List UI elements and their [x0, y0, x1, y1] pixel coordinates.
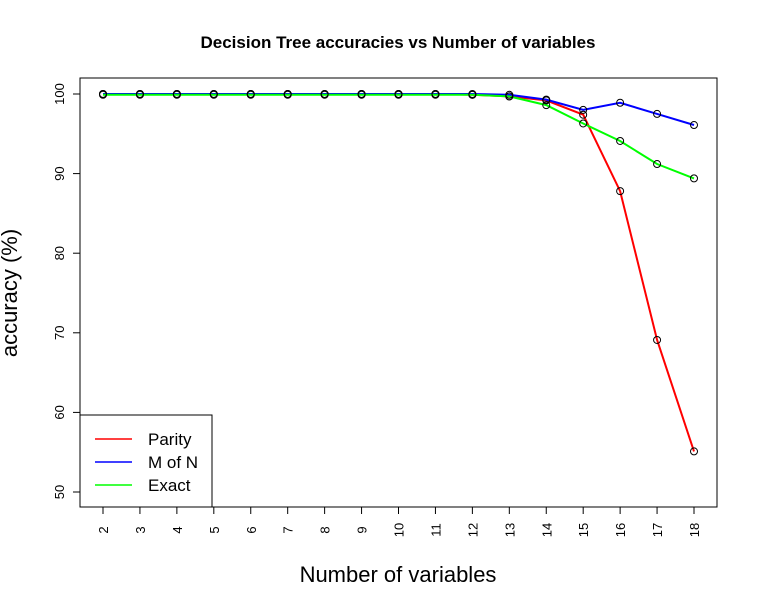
data-point-m-of-n [542, 95, 551, 104]
data-point-exact [505, 92, 514, 101]
data-point-m-of-n [616, 98, 625, 107]
data-point-exact [357, 90, 366, 99]
legend-label-parity: Parity [148, 430, 192, 449]
x-tick-label: 6 [244, 526, 259, 533]
data-point-exact [616, 136, 625, 145]
y-tick-label: 60 [52, 405, 67, 419]
x-tick-label: 11 [428, 523, 443, 537]
axes: 50 60 70 80 90 100 2 3 4 5 6 7 8 9 10 11 12 13 14 15 16 17 18 [52, 83, 702, 537]
legend-label-exact: Exact [148, 476, 191, 495]
data-point-exact [246, 90, 255, 99]
y-tick-label: 80 [52, 246, 67, 260]
x-tick-label: 13 [502, 523, 517, 537]
x-tick-label: 5 [207, 526, 222, 533]
data-point-exact [320, 90, 329, 99]
x-tick-label: 12 [465, 523, 480, 537]
series-line-parity [103, 93, 695, 452]
chart-title: Decision Tree accuracies vs Number of va… [201, 33, 596, 52]
data-point-parity [616, 187, 625, 196]
data-point-exact [99, 90, 107, 99]
data-point-m-of-n [690, 121, 698, 130]
series-layer [99, 90, 698, 456]
data-point-exact [283, 90, 292, 99]
data-point-exact [653, 160, 662, 169]
data-point-parity [690, 447, 698, 456]
data-point-exact [690, 174, 698, 183]
x-tick-label: 18 [687, 523, 702, 537]
x-tick-label: 15 [576, 523, 591, 537]
series-line-exact [103, 93, 695, 180]
x-tick-label: 9 [355, 526, 370, 533]
data-point-exact [431, 90, 440, 99]
data-point-exact [394, 90, 403, 99]
x-axis-title: Number of variables [300, 562, 497, 587]
y-tick-label: 70 [52, 326, 67, 340]
data-point-m-of-n [653, 109, 662, 118]
x-tick-label: 4 [170, 526, 185, 533]
data-point-m-of-n [579, 105, 588, 114]
x-tick-label: 3 [133, 526, 148, 533]
data-point-parity [653, 335, 662, 344]
legend-label-m-of-n: M of N [148, 453, 198, 472]
data-point-exact [209, 90, 218, 99]
data-point-parity [579, 110, 588, 119]
legend-box [79, 414, 213, 508]
legend: Parity M of N Exact [79, 414, 213, 508]
x-tick-label: 8 [318, 526, 333, 533]
x-tick-label: 14 [539, 523, 554, 537]
x-tick-label: 17 [650, 523, 665, 537]
x-tick-label: 16 [613, 523, 628, 537]
data-point-exact [542, 101, 551, 110]
y-tick-label: 100 [52, 83, 67, 105]
y-tick-label: 90 [52, 166, 67, 180]
x-tick-label: 2 [96, 526, 111, 533]
data-point-exact [135, 90, 144, 99]
data-point-exact [579, 119, 588, 128]
y-axis-title: accuracy (%) [0, 229, 22, 357]
y-tick-label: 50 [52, 485, 67, 499]
x-tick-label: 7 [281, 526, 296, 533]
x-tick-label: 10 [392, 523, 407, 537]
data-point-exact [172, 90, 181, 99]
data-point-exact [468, 90, 477, 99]
